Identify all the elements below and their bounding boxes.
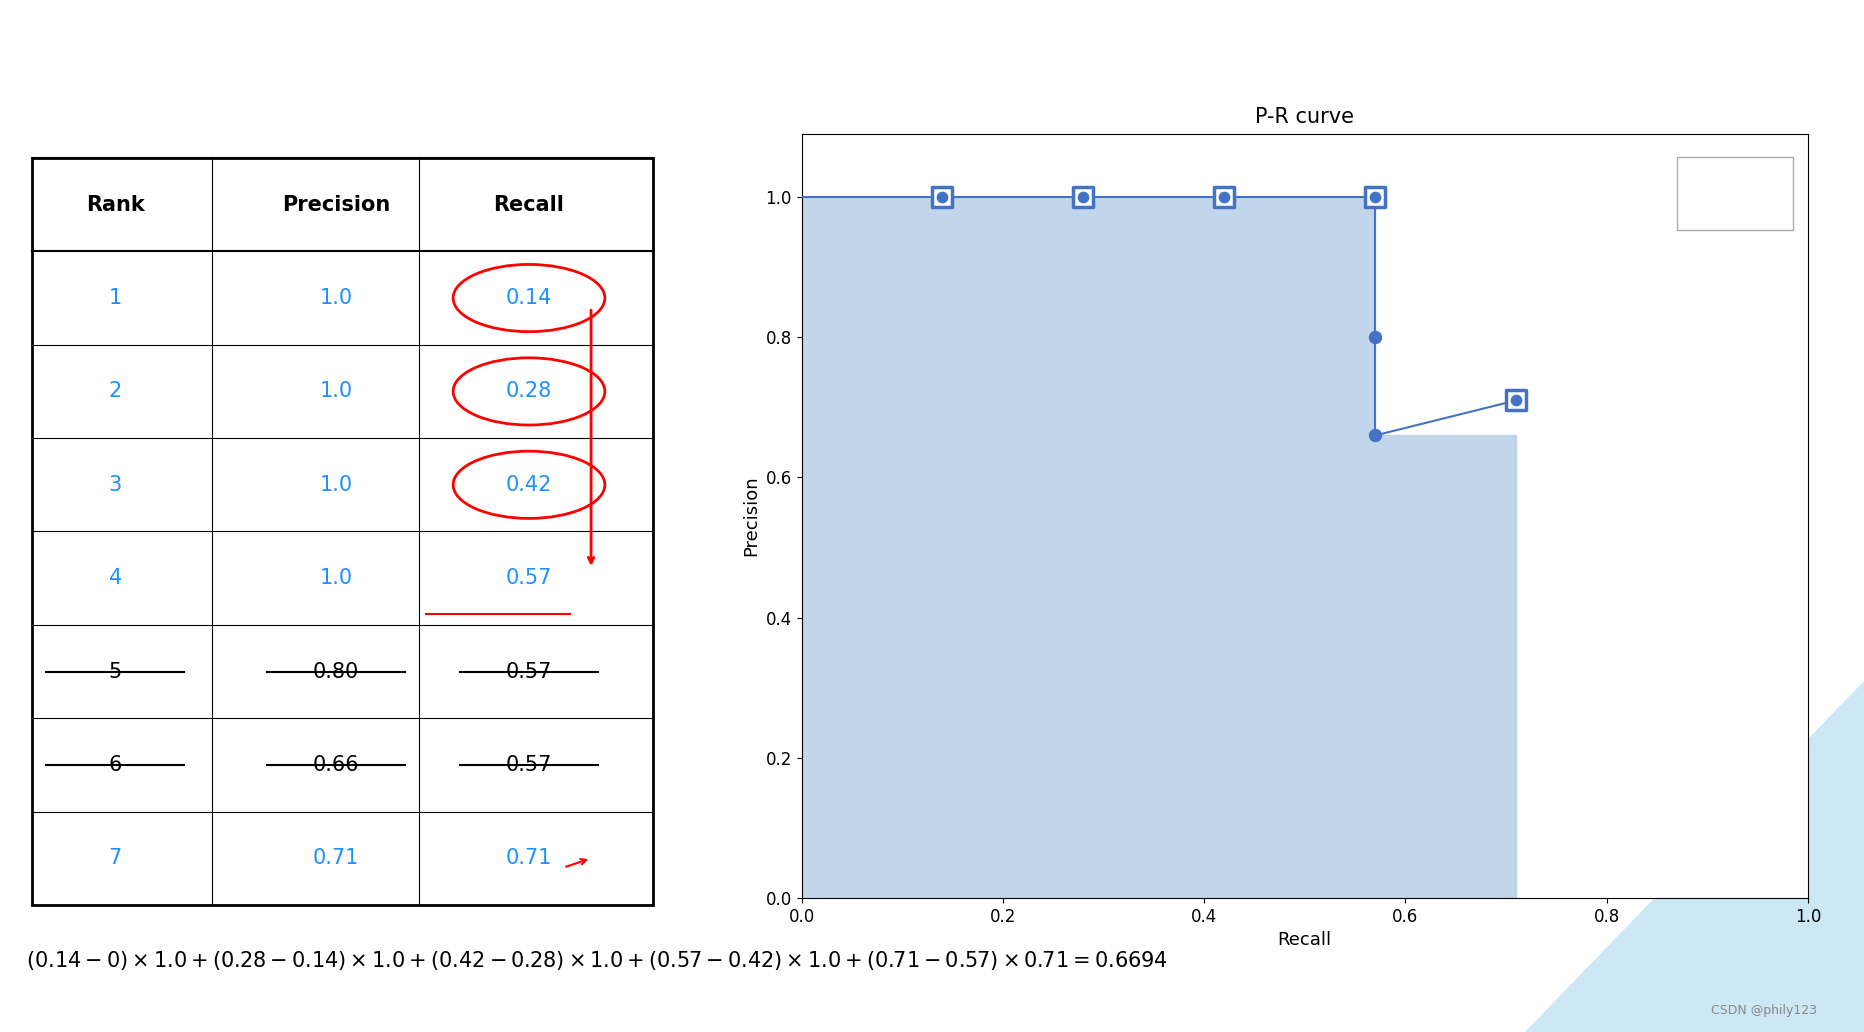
Text: 0.71: 0.71 — [505, 848, 552, 868]
Point — [1361, 329, 1391, 346]
Text: 0.57: 0.57 — [505, 662, 552, 681]
Text: $(0.14-0)\times1.0+(0.28-0.14)\times1.0+(0.42-0.28)\times1.0+(0.57-0.42)\times1.: $(0.14-0)\times1.0+(0.28-0.14)\times1.0+… — [26, 948, 1169, 972]
Point — [928, 189, 958, 205]
Text: 0.80: 0.80 — [313, 662, 360, 681]
Point — [1210, 189, 1240, 205]
Text: 7: 7 — [108, 848, 121, 868]
Point — [1361, 189, 1391, 205]
Title: P-R curve: P-R curve — [1254, 107, 1355, 127]
Point — [1210, 189, 1240, 205]
Point — [928, 189, 958, 205]
Point — [1068, 189, 1098, 205]
Text: 目标检测中常见指标: 目标检测中常见指标 — [28, 47, 283, 93]
Point — [1361, 427, 1391, 444]
Text: 0.57: 0.57 — [505, 569, 552, 588]
Text: 1.0: 1.0 — [319, 382, 352, 401]
Polygon shape — [802, 197, 1515, 898]
Text: Rank: Rank — [86, 195, 145, 215]
Text: Recall: Recall — [494, 195, 565, 215]
Text: 3: 3 — [108, 475, 121, 494]
Polygon shape — [1525, 681, 1864, 1032]
Point — [1068, 189, 1098, 205]
Text: 0.57: 0.57 — [505, 754, 552, 775]
Text: 1.0: 1.0 — [319, 288, 352, 309]
Text: Precision: Precision — [281, 195, 390, 215]
Text: 5: 5 — [108, 662, 121, 681]
Text: 6: 6 — [108, 754, 121, 775]
Text: 4: 4 — [108, 569, 121, 588]
Text: 1: 1 — [108, 288, 121, 309]
FancyBboxPatch shape — [1678, 157, 1793, 230]
Text: 0.14: 0.14 — [505, 288, 552, 309]
Text: 0.66: 0.66 — [313, 754, 360, 775]
Text: CSDN @phily123: CSDN @phily123 — [1711, 1003, 1817, 1017]
Point — [1361, 189, 1391, 205]
Text: 0.28: 0.28 — [505, 382, 552, 401]
Text: 0.42: 0.42 — [505, 475, 552, 494]
Text: 2: 2 — [108, 382, 121, 401]
Point — [1501, 392, 1530, 409]
Text: 1.0: 1.0 — [319, 569, 352, 588]
X-axis label: Recall: Recall — [1277, 931, 1333, 949]
Point — [1501, 392, 1530, 409]
Text: 1.0: 1.0 — [319, 475, 352, 494]
Text: 0.71: 0.71 — [313, 848, 360, 868]
Y-axis label: Precision: Precision — [742, 476, 761, 556]
